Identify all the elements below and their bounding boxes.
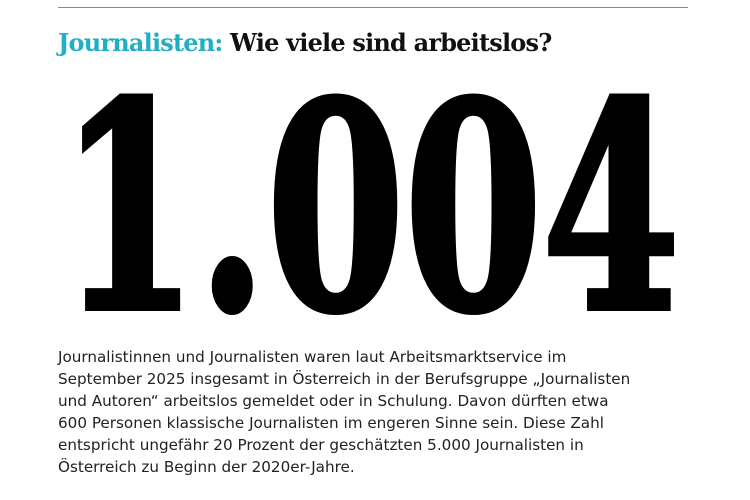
body-text: Journalistinnen und Journalisten waren l… <box>58 346 630 478</box>
headline: Journalisten: Wie viele sind arbeitslos? <box>58 28 552 57</box>
top-rule <box>58 7 688 8</box>
body-line: 600 Personen klassische Journalisten im … <box>58 414 604 432</box>
body-line: entspricht ungefähr 20 Prozent der gesch… <box>58 436 584 454</box>
big-number: 1.004 <box>60 70 680 330</box>
title: Wie viele sind arbeitslos? <box>230 28 552 57</box>
body-line: Österreich zu Beginn der 2020er-Jahre. <box>58 458 355 476</box>
body-line: September 2025 insgesamt in Österreich i… <box>58 370 631 388</box>
big-number-box: 1.004 <box>57 70 683 330</box>
body-line: und Autoren“ arbeitslos gemeldet oder in… <box>58 392 609 410</box>
kicker: Journalisten: <box>58 28 223 57</box>
body-line: Journalistinnen und Journalisten waren l… <box>58 348 567 366</box>
